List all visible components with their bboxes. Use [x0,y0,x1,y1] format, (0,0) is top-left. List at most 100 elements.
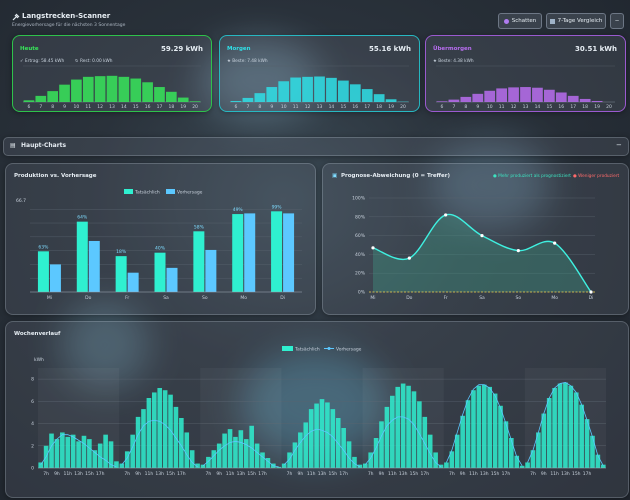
x-tick-label: 7h [43,471,49,477]
actual-bar [303,422,309,468]
actual-bar [417,401,422,468]
hour-tick-label: 6 [235,104,238,110]
day-card[interactable]: Morgen 55.16 kWh ★ Beste: 7.48 kWh 6 7 8 9 10 11… [219,35,420,112]
actual-bar [65,436,71,468]
deviation-chart: 0% 20% 40% 60% 80% 100% Mi Do Fr Sa So Mo Di [352,196,595,301]
x-tick-label: 9h [298,471,304,477]
hour-bar [106,75,118,102]
app-subtitle: Energievorhersage für die nächsten 3 Son… [12,23,126,28]
day-card[interactable]: Übermorgen 30.51 kWh ★ Beste: 4.38 kWh 6 7 8 9… [425,35,626,112]
actual-bar [379,421,384,468]
hour-bar [567,95,579,102]
hour-tick-label: 9 [270,104,273,110]
actual-bar [427,434,433,468]
section-collapse-button[interactable]: − [616,141,622,149]
hour-bar [373,94,385,102]
y-tick-label: 60% [355,233,366,239]
hour-bar [59,84,70,102]
x-tick-label: 15h [572,471,581,477]
actual-bar [568,385,574,468]
x-tick-label: 9h [541,471,547,477]
legend-swatch-actual [282,346,293,351]
y-tick-label: 80% [355,214,366,220]
actual-bar [481,384,487,468]
section-title: Haupt-Charts [21,142,67,149]
y-tick-label: 4 [31,421,34,427]
x-tick-label: 11h [469,471,478,477]
x-tick-label: 13h [155,471,164,477]
actual-bar [276,466,282,468]
production-chart-title: Produktion vs. Vorhersage [14,173,97,179]
actual-bar [37,251,49,292]
actual-bar [206,456,211,468]
hour-bar [266,87,278,102]
calendar-icon [549,18,555,24]
actual-bar [193,231,205,292]
forecast-bar [88,240,100,292]
forecast-line [202,440,279,468]
hour-bar [544,89,555,102]
actual-bar [135,416,141,468]
actual-bar [595,454,601,468]
actual-bar [341,428,346,468]
hour-tick-label: 12 [97,104,103,110]
x-tick-label: 13h [399,471,408,477]
forecast-line [121,419,198,468]
x-tick-label: 13h [74,471,83,477]
compare-7-days-button[interactable]: 7-Tage Vergleich [546,13,606,29]
actual-bar [325,402,330,468]
hour-tick-label: 16 [352,104,358,110]
bar-percent-label: 40% [155,246,166,252]
x-tick-label: Di [280,295,285,301]
hour-bar [142,82,153,102]
day-hourly-chart: 6 7 8 9 10 11 12 13 14 15 16 17 18 19 20 [436,65,615,110]
x-tick-label: 9h [460,471,466,477]
y-tick-label: 2 [31,443,34,449]
hour-tick-label: 14 [121,104,127,110]
x-tick-label: 11h [388,471,397,477]
hour-bar [118,76,130,102]
hour-tick-label: 13 [109,104,115,110]
x-tick-label: 13h [318,471,327,477]
day-card[interactable]: Heute 59.29 kWh ✓ Ertrag: 58.45 kWh ↻ Rest:… [12,35,212,112]
hour-bar [242,97,254,102]
actual-bar [168,394,173,468]
actual-bar [233,436,238,468]
actual-bar [330,409,336,468]
x-tick-label: 15h [166,471,175,477]
actual-bar [308,409,314,468]
bar-percent-label: 64% [77,215,88,221]
actual-bar [157,388,163,468]
section-header[interactable]: ▤ Haupt-Charts − [3,137,629,156]
actual-bar [195,463,200,468]
hour-tick-label: 11 [85,104,91,110]
actual-bar [492,393,498,468]
actual-bar [460,415,465,468]
shadow-button[interactable]: Schatten [498,13,542,29]
minimize-button[interactable]: − [610,13,624,29]
hour-tick-label: 17 [157,104,163,110]
legend-label-forecast: Vorhersage [177,190,203,196]
x-tick-label: 7h [449,471,455,477]
x-tick-label: 13h [480,471,489,477]
actual-bar [465,400,471,468]
forecast-line [446,384,523,466]
actual-bar [346,441,352,468]
forecast-line [40,434,117,468]
actual-bar [557,383,563,468]
actual-bar [384,406,390,468]
deviation-point [407,256,411,260]
actual-bar [281,463,287,468]
actual-bar [530,450,536,468]
deviation-point [553,241,557,245]
x-tick-label: 15h [491,471,500,477]
bar-percent-label: 63% [38,244,49,250]
hour-tick-label: 15 [546,104,552,110]
hour-tick-label: 8 [464,104,467,110]
hour-tick-label: 6 [27,104,30,110]
actual-bar [373,438,379,468]
hour-tick-label: 10 [281,104,287,110]
actual-bar [298,432,303,468]
hour-tick-label: 16 [558,104,564,110]
x-tick-label: 7h [124,471,130,477]
